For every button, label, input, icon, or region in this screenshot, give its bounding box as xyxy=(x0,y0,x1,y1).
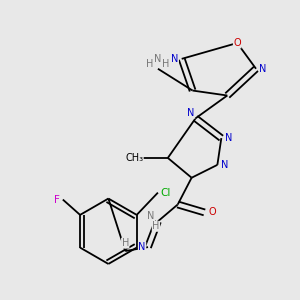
Text: Cl: Cl xyxy=(161,188,171,198)
Text: O: O xyxy=(233,38,241,48)
Text: N: N xyxy=(225,133,232,143)
Text: H: H xyxy=(152,221,160,231)
Text: N: N xyxy=(171,54,178,64)
Text: O: O xyxy=(208,207,216,218)
Text: CH₃: CH₃ xyxy=(125,153,143,163)
Text: N: N xyxy=(187,108,194,118)
Text: N: N xyxy=(259,64,267,74)
Text: H: H xyxy=(162,59,169,69)
Text: N: N xyxy=(154,54,162,64)
Text: F: F xyxy=(54,194,60,205)
Text: H: H xyxy=(146,59,154,69)
Text: H: H xyxy=(122,238,129,248)
Text: N: N xyxy=(147,212,155,221)
Text: N: N xyxy=(138,242,146,252)
Text: N: N xyxy=(220,160,228,170)
